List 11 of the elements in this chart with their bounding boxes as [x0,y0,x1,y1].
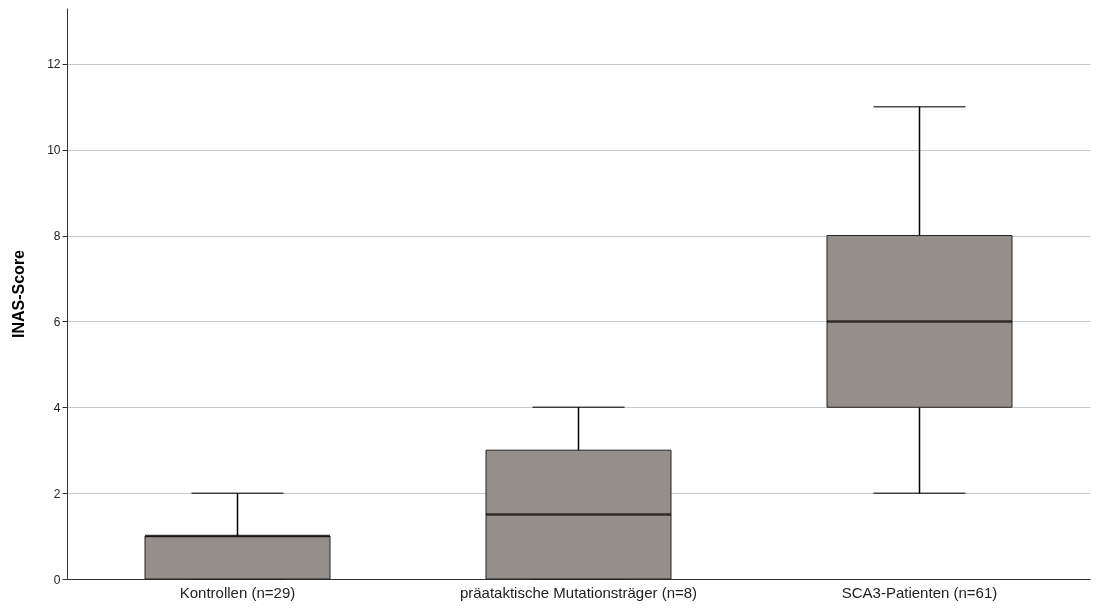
x-tick-label: Kontrollen (n=29) [179,583,296,601]
y-axis-title: INAS-Score [10,249,28,339]
y-tick-label: 8 [53,229,61,244]
y-tick-label: 6 [53,314,61,329]
y-tick-label: 4 [53,400,61,415]
y-tick-label: 10 [47,143,61,158]
x-tick-label: SCA3-Patienten (n=61) [841,583,998,601]
y-tick-label: 0 [53,572,61,587]
y-tick-label: 12 [47,57,61,72]
y-tick-label: 2 [53,486,61,501]
x-tick-label: präataktische Mutationsträger (n=8) [459,583,698,601]
